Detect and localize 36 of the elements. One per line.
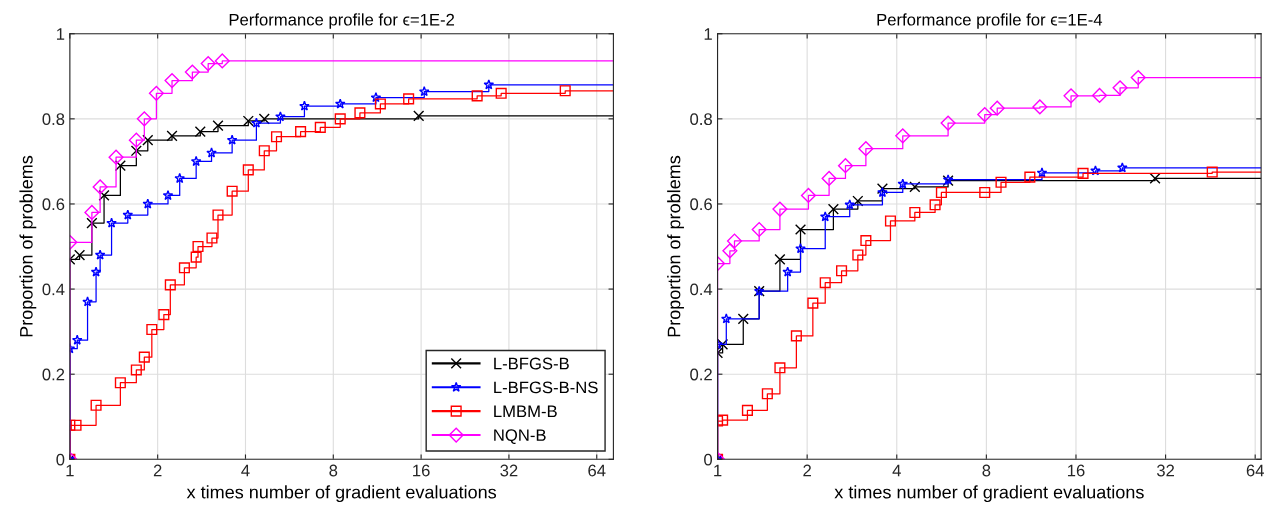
- x-tick-label: 16: [413, 464, 430, 477]
- x-tick-label: 1: [66, 464, 74, 477]
- y-tick-label: 0: [704, 453, 713, 466]
- y-tick-label: 1: [704, 28, 712, 40]
- y-tick-label: 1: [56, 28, 65, 40]
- x-tick-label: 8: [982, 464, 991, 477]
- x-tick-label: 64: [1246, 464, 1264, 477]
- chart-title: Performance profile for ϵ=1E-4: [877, 13, 1103, 29]
- x-tick-label: 32: [1156, 464, 1175, 477]
- legend-label: L-BFGS-B: [494, 357, 569, 370]
- y-tick-label: 0.6: [690, 198, 712, 211]
- y-tick-label: 0.2: [690, 368, 712, 381]
- x-tick-label: 64: [588, 464, 606, 477]
- y-tick-label: 0: [56, 453, 65, 466]
- x-tick-label: 1: [714, 464, 722, 477]
- y-tick-label: 0.6: [42, 198, 65, 211]
- x-tick-label: 2: [153, 464, 162, 477]
- legend-label: L-BFGS-B-NS: [494, 381, 598, 394]
- y-tick-label: 0.4: [42, 283, 65, 296]
- y-axis-title: Proportion of problems: [667, 155, 684, 337]
- y-tick-label: 0.4: [690, 283, 713, 296]
- x-axis-title: x times number of gradient evaluations: [186, 485, 497, 503]
- y-tick-label: 0.2: [42, 368, 65, 381]
- legend-label: NQN-B: [494, 429, 546, 445]
- y-tick-label: 0.8: [690, 113, 712, 126]
- x-tick-label: 4: [892, 464, 901, 477]
- legend-label: LMBM-B: [494, 405, 557, 417]
- x-tick-label: 32: [500, 464, 518, 477]
- x-tick-label: 4: [241, 464, 250, 477]
- x-tick-label: 16: [1067, 464, 1085, 477]
- x-axis-title: x times number of gradient evaluations: [834, 485, 1144, 503]
- x-tick-label: 2: [803, 464, 811, 477]
- chart-title: Performance profile for ϵ=1E-2: [229, 13, 455, 29]
- y-axis-title: Proportion of problems: [19, 155, 37, 337]
- x-tick-label: 8: [329, 464, 338, 477]
- y-tick-label: 0.8: [42, 113, 65, 126]
